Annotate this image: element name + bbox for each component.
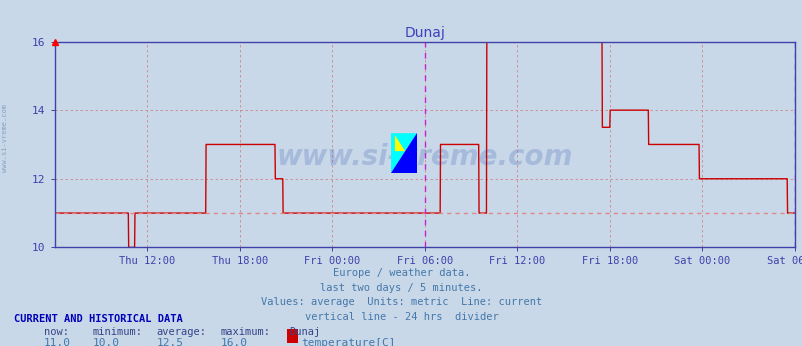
Text: average:: average: (156, 327, 206, 337)
Text: now:: now: (44, 327, 69, 337)
Text: www.si-vreme.com: www.si-vreme.com (2, 104, 8, 172)
Text: Dunaj: Dunaj (289, 327, 320, 337)
Text: maximum:: maximum: (221, 327, 270, 337)
Text: temperature[C]: temperature[C] (301, 338, 395, 346)
Text: Values: average  Units: metric  Line: current: Values: average Units: metric Line: curr… (261, 297, 541, 307)
Text: 16.0: 16.0 (221, 338, 248, 346)
Text: CURRENT AND HISTORICAL DATA: CURRENT AND HISTORICAL DATA (14, 314, 183, 324)
Text: www.si-vreme.com: www.si-vreme.com (276, 143, 573, 171)
Polygon shape (391, 133, 416, 173)
Text: 10.0: 10.0 (92, 338, 119, 346)
Polygon shape (391, 133, 416, 173)
Text: vertical line - 24 hrs  divider: vertical line - 24 hrs divider (304, 312, 498, 322)
Polygon shape (395, 135, 405, 151)
Text: 12.5: 12.5 (156, 338, 184, 346)
Title: Dunaj: Dunaj (404, 26, 444, 40)
Text: 11.0: 11.0 (44, 338, 71, 346)
Text: last two days / 5 minutes.: last two days / 5 minutes. (320, 283, 482, 293)
Text: Europe / weather data.: Europe / weather data. (332, 268, 470, 278)
Text: minimum:: minimum: (92, 327, 142, 337)
